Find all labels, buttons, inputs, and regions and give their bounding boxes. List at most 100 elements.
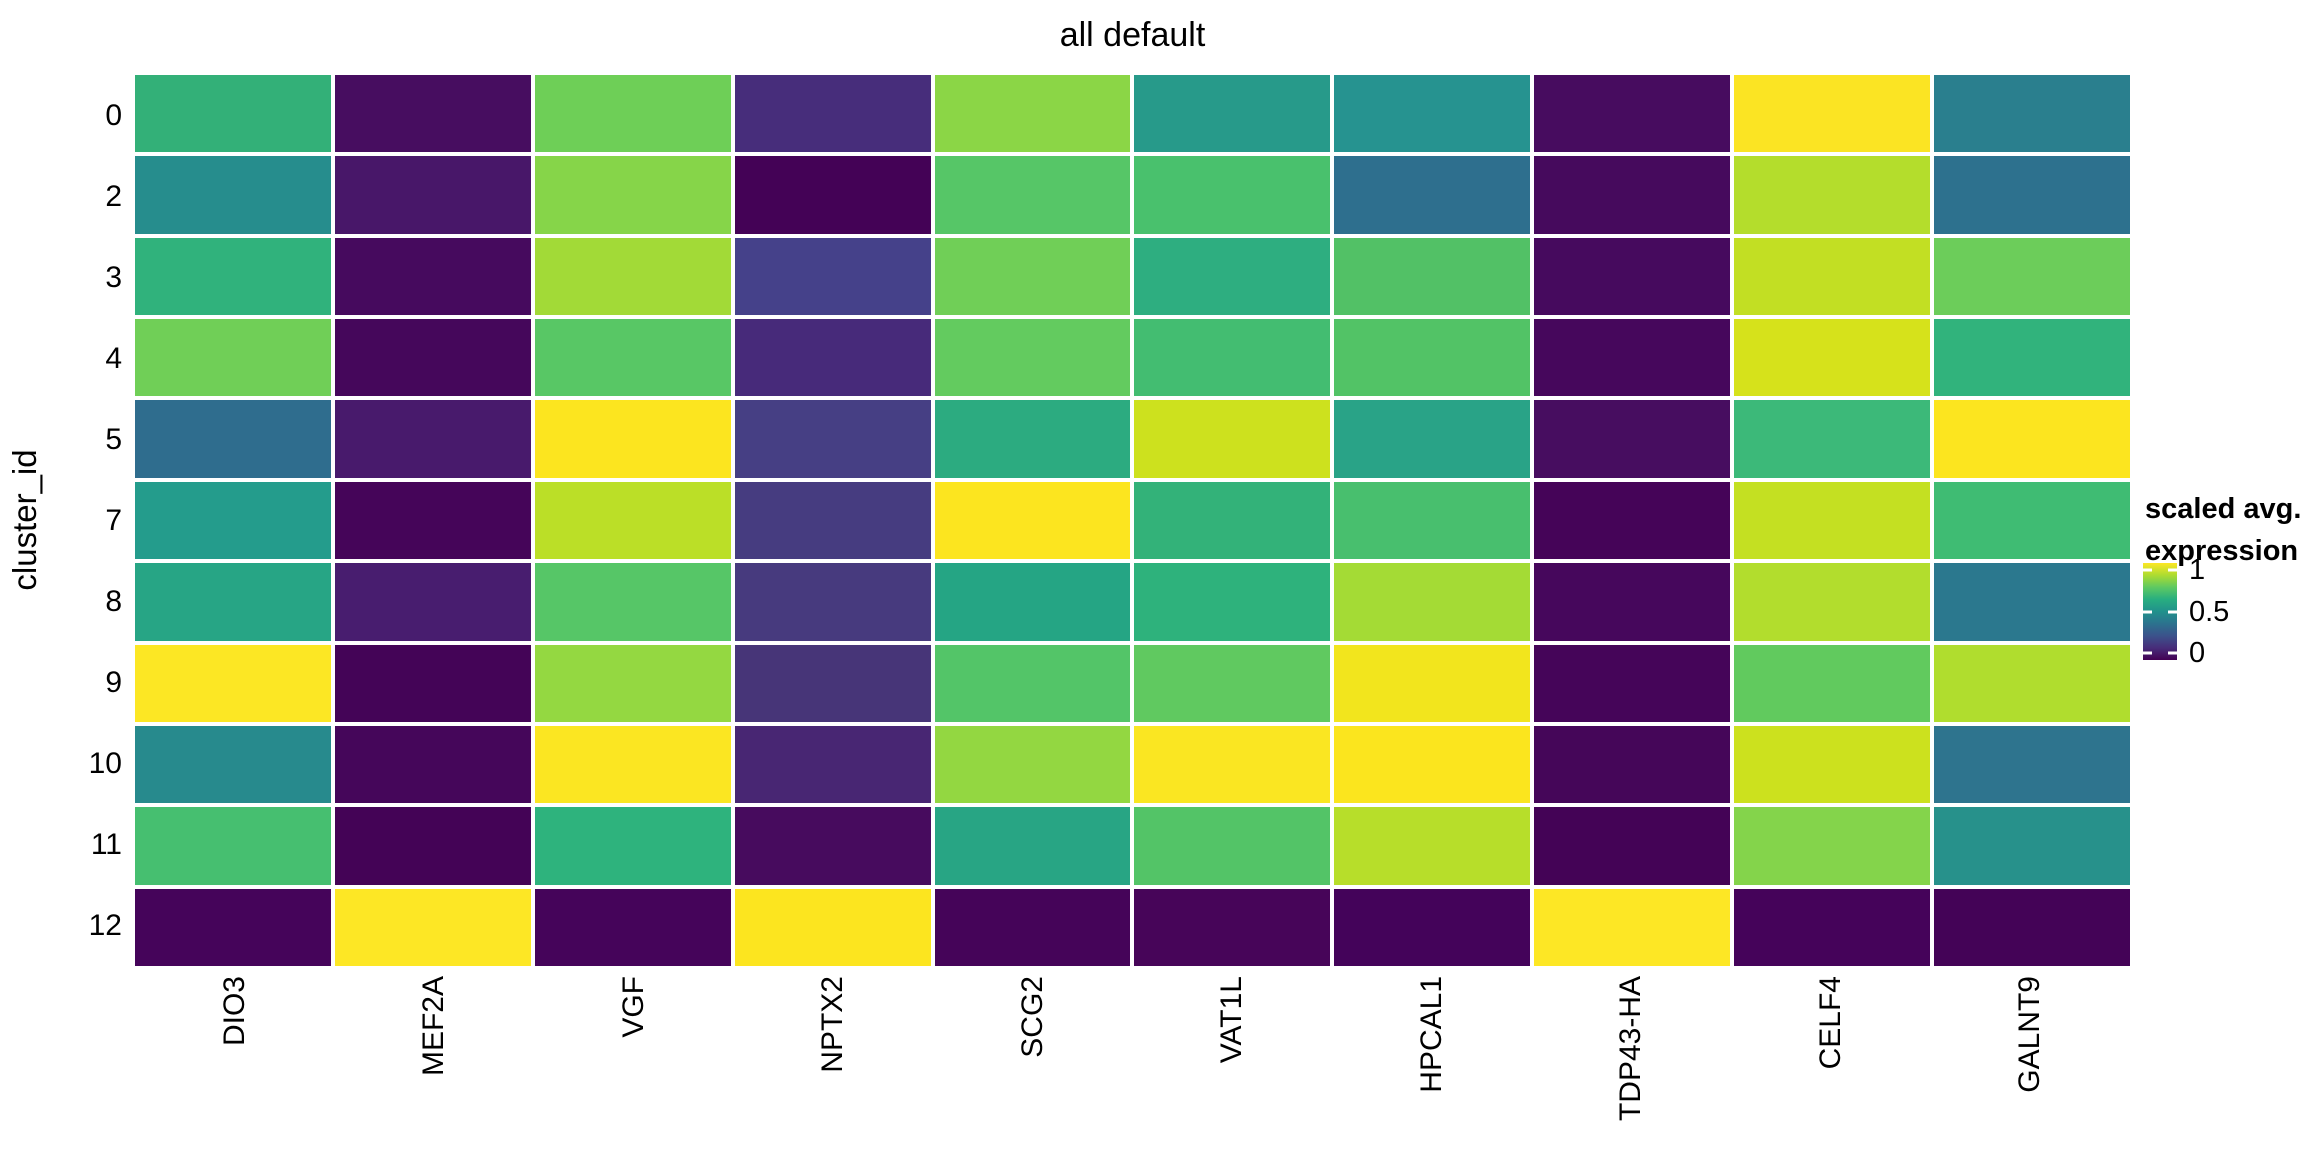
heatmap-cell (1134, 75, 1331, 153)
heatmap-cell (1534, 75, 1731, 153)
heatmap-cell (1334, 644, 1531, 722)
heatmap-cell (934, 400, 1131, 478)
x-axis-label: NPTX2 (816, 976, 850, 1073)
heatmap-cell (534, 481, 731, 560)
heatmap-cell (934, 725, 1131, 804)
y-axis-label: 12 (88, 908, 122, 942)
x-axis-label: TDP43-HA (1614, 976, 1648, 1122)
heatmap-cell (1334, 563, 1531, 641)
heatmap-cell (1734, 400, 1931, 478)
y-axis-label: 4 (105, 341, 122, 375)
heatmap-cell (934, 75, 1131, 153)
heatmap-cell (1134, 725, 1331, 804)
heatmap-cell (1934, 156, 2130, 234)
heatmap-cell (1934, 563, 2130, 641)
legend-title-line1: scaled avg. (2145, 493, 2302, 525)
heatmap-cell (135, 319, 331, 397)
y-axis-label: 8 (105, 584, 122, 618)
heatmap-cell (534, 75, 731, 153)
legend-tick-label: 1 (2189, 553, 2206, 586)
heatmap-cell (1134, 400, 1331, 478)
heatmap-cell (334, 888, 531, 966)
heatmap-cell (1534, 644, 1731, 722)
heatmap-cell (534, 563, 731, 641)
heatmap-cell (934, 644, 1131, 722)
legend-tick-mark (2168, 568, 2177, 572)
heatmap-cell (1534, 400, 1731, 478)
heatmap-cell (135, 563, 331, 641)
heatmap-cell (334, 319, 531, 397)
heatmap-cell (1334, 481, 1531, 560)
heatmap-cell (1934, 400, 2130, 478)
heatmap-cell (1734, 75, 1931, 153)
heatmap-cell (1934, 807, 2130, 885)
heatmap-cell (1734, 807, 1931, 885)
heatmap-cell (1934, 644, 2130, 722)
legend-tick-label: 0.5 (2189, 595, 2230, 628)
y-axis-label: 3 (105, 260, 122, 294)
heatmap-cell (1734, 725, 1931, 804)
heatmap-cell (1734, 563, 1931, 641)
heatmap-cell (534, 644, 731, 722)
heatmap-cell (734, 563, 931, 641)
heatmap-cell (734, 75, 931, 153)
heatmap-cell (1734, 156, 1931, 234)
y-axis-label: 11 (90, 827, 122, 861)
y-axis-label: 9 (105, 665, 122, 699)
x-axis-label: VGF (616, 976, 650, 1038)
heatmap-cell (1734, 481, 1931, 560)
heatmap-cell (534, 807, 731, 885)
heatmap-cell (1534, 807, 1731, 885)
heatmap-cell (934, 807, 1131, 885)
heatmap-cell (1534, 725, 1731, 804)
heatmap-cell (934, 319, 1131, 397)
x-axis-label: GALNT9 (2013, 976, 2047, 1093)
heatmap-cell (1334, 75, 1531, 153)
heatmap-cell (1334, 237, 1531, 316)
y-axis-label: 7 (105, 503, 122, 537)
heatmap-cell (1934, 75, 2130, 153)
heatmap-cell (1934, 237, 2130, 316)
legend-tick-mark (2168, 651, 2177, 655)
x-axis-label: SCG2 (1015, 976, 1049, 1058)
heatmap-cell (534, 725, 731, 804)
heatmap-cell (1534, 481, 1731, 560)
y-axis-label: 5 (105, 422, 122, 456)
heatmap-cell (1734, 319, 1931, 397)
heatmap-cell (334, 156, 531, 234)
heatmap-cell (1334, 400, 1531, 478)
heatmap-cell (1734, 237, 1931, 316)
heatmap-cell (534, 400, 731, 478)
heatmap-cell (334, 725, 531, 804)
heatmap-cell (934, 481, 1131, 560)
heatmap-cell (1134, 156, 1331, 234)
heatmap-cell (734, 156, 931, 234)
heatmap-cell (135, 481, 331, 560)
x-axis-label: DIO3 (217, 976, 251, 1047)
y-axis-label: 2 (105, 179, 122, 213)
heatmap-cell (135, 156, 331, 234)
heatmap-cell (334, 481, 531, 560)
legend-tick-label: 0 (2189, 637, 2206, 670)
heatmap-cell (1134, 237, 1331, 316)
heatmap-cell (1534, 563, 1731, 641)
chart-title: all default (1059, 16, 1206, 54)
heatmap-cell (334, 75, 531, 153)
heatmap-cell (734, 888, 931, 966)
heatmap-cell (1334, 725, 1531, 804)
x-axis-label: VAT1L (1215, 976, 1249, 1064)
heatmap-cell (334, 563, 531, 641)
heatmap-cell (135, 400, 331, 478)
heatmap-cell (334, 807, 531, 885)
legend-tick-mark (2143, 610, 2152, 614)
heatmap-cell (334, 644, 531, 722)
heatmap-cell (734, 807, 931, 885)
heatmap-cell (534, 237, 731, 316)
heatmap-cell (734, 481, 931, 560)
heatmap-cell (1134, 319, 1331, 397)
heatmap-cell (1934, 888, 2130, 966)
heatmap-cell (334, 237, 531, 316)
heatmap-cell (1134, 481, 1331, 560)
heatmap-cell (934, 237, 1131, 316)
